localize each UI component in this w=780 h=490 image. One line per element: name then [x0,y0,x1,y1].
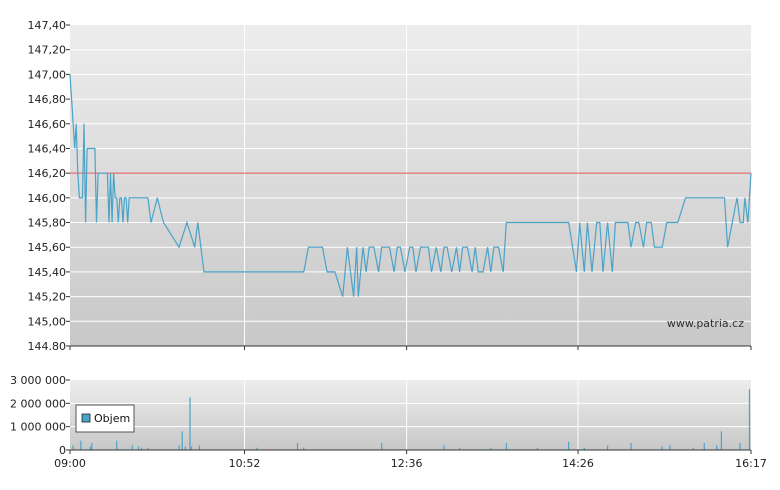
price-y-tick-label: 147,40 [28,19,67,32]
x-tick-label: 12:36 [391,457,423,470]
time-x-axis: 09:00 10:52 12:36 14:26 16:17 [54,346,767,470]
volume-y-tick-label: 3 000 000 [10,374,66,387]
price-y-tick-label: 145,80 [28,217,67,230]
price-plot-background [70,25,751,346]
price-y-tick-label: 146,20 [28,167,67,180]
watermark: www.patria.cz [667,317,744,330]
x-tick-label: 14:26 [562,457,594,470]
price-y-tick-label: 147,00 [28,68,67,81]
price-y-tick-label: 146,40 [28,142,67,155]
price-y-axis: 147,40 147,20 147,00 146,80 146,60 146,40 146,… [28,19,70,353]
price-series-line [69,74,752,297]
legend-label: Objem [94,412,130,425]
price-y-tick-label: 146,80 [28,93,67,106]
price-y-tick-label: 144.80 [28,340,67,353]
volume-y-tick-label: 2 000 000 [10,397,66,410]
volume-y-axis: 3 000 000 2 000 000 1 000 000 0 [10,374,70,457]
price-y-tick-label: 145,60 [28,241,67,254]
volume-legend: Objem [75,404,135,433]
x-tick-label: 10:52 [229,457,261,470]
price-y-tick-label: 145,40 [28,266,67,279]
volume-y-tick-label: 0 [59,444,66,457]
x-tick-label: 16:17 [735,457,767,470]
volume-plot-background [70,380,751,450]
price-y-tick-label: 146,60 [28,118,67,131]
legend-swatch [81,413,91,423]
price-y-tick-label: 147,20 [28,44,67,57]
volume-y-tick-label: 1 000 000 [10,421,66,434]
volume-grid [70,380,751,450]
price-y-tick-label: 145,00 [28,315,67,328]
price-y-tick-label: 146,00 [28,192,67,205]
x-tick-label: 09:00 [54,457,86,470]
price-y-tick-label: 145,20 [28,291,67,304]
volume-bars [72,389,751,450]
